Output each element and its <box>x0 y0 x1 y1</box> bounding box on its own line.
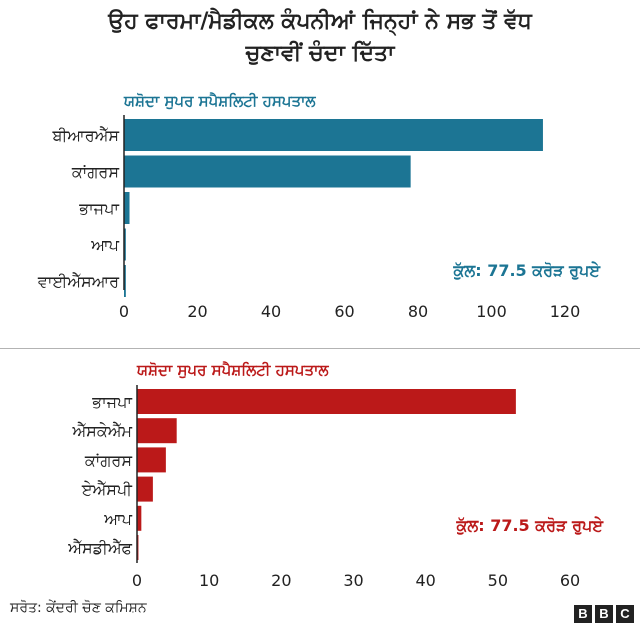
x-tick-label: 20 <box>187 302 207 321</box>
bar <box>137 389 516 414</box>
bar <box>124 228 126 261</box>
category-label: ਐੱਸਕੇਐੱਮ <box>71 422 132 441</box>
x-tick-label: 80 <box>408 302 428 321</box>
bar <box>124 265 126 297</box>
x-tick-label: 0 <box>119 302 129 321</box>
category-label: ਵਾਈਐੱਸਆਰ <box>37 272 120 291</box>
bar <box>137 447 166 473</box>
total-annotation: ਕੁੱਲ: 77.5 ਕਰੋੜ ਰੁਪਏ <box>456 516 605 535</box>
bar <box>124 155 411 188</box>
chart-subtitle: ਯਸ਼ੋਦਾ ਸੁਪਰ ਸਪੈਸ਼ਲਿਟੀ ਹਸਪਤਾਲ <box>123 92 316 110</box>
x-tick-label: 60 <box>334 302 354 321</box>
bar <box>137 476 153 502</box>
bar <box>124 119 543 151</box>
x-tick-label: 30 <box>343 571 363 590</box>
source-note: ਸਰੋਤ: ਕੇਂਦਰੀ ਚੋਣ ਕਮਿਸ਼ਨ <box>10 600 147 616</box>
x-tick-label: 40 <box>415 571 435 590</box>
x-tick-label: 50 <box>488 571 508 590</box>
bbc-logo-letter: C <box>616 605 634 623</box>
category-label: ਐੱਸਡੀਐੱਫ <box>67 539 132 558</box>
bbc-logo-letter: B <box>595 605 613 623</box>
bbc-logo: B B C <box>574 605 634 623</box>
category-label: ਆਪ <box>103 509 132 528</box>
title-line-1: ਉਹ ਫਾਰਮਾ/ਮੈਡੀਕਲ ਕੰਪਨੀਆਂ ਜਿਨ੍ਹਾਂ ਨੇ ਸਭ ਤੋ… <box>108 9 532 34</box>
x-tick-label: 60 <box>560 571 580 590</box>
bar <box>137 418 177 444</box>
x-tick-label: 10 <box>199 571 219 590</box>
category-label: ਆਪ <box>90 236 119 255</box>
section-divider <box>0 348 640 349</box>
category-label: ਏਐੱਸਪੀ <box>81 480 133 499</box>
category-label: ਭਾਜਪਾ <box>91 393 132 412</box>
x-tick-label: 40 <box>261 302 281 321</box>
category-label: ਬੀਆਰਐੱਸ <box>52 126 120 145</box>
category-label: ਕਾਂਗਰਸ <box>84 451 132 470</box>
bar <box>137 505 142 531</box>
chart-title: ਉਹ ਫਾਰਮਾ/ਮੈਡੀਕਲ ਕੰਪਨੀਆਂ ਜਿਨ੍ਹਾਂ ਨੇ ਸਭ ਤੋ… <box>0 6 640 70</box>
x-tick-label: 20 <box>271 571 291 590</box>
chart-subtitle: ਯਸ਼ੋਦਾ ਸੁਪਰ ਸਪੈਸ਼ਲਿਟੀ ਹਸਪਤਾਲ <box>136 361 329 379</box>
x-tick-label: 0 <box>132 571 142 590</box>
bbc-logo-letter: B <box>574 605 592 623</box>
x-tick-label: 100 <box>476 302 507 321</box>
total-annotation: ਕੁੱਲ: 77.5 ਕਰੋੜ ਰੁਪਏ <box>453 261 602 280</box>
x-tick-label: 120 <box>550 302 581 321</box>
title-line-2: ਚੁਣਾਵੀਂ ਚੰਦਾ ਦਿੱਤਾ <box>245 41 395 66</box>
bar <box>124 192 130 224</box>
category-label: ਭਾਜਪਾ <box>78 199 119 218</box>
category-label: ਕਾਂਗਰਸ <box>71 163 119 182</box>
